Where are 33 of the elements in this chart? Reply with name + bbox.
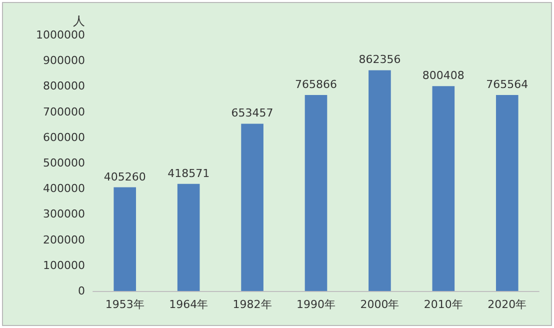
bar bbox=[368, 70, 391, 291]
y-tick-label: 200000 bbox=[43, 233, 85, 246]
data-label: 405260 bbox=[104, 170, 146, 184]
data-label: 653457 bbox=[231, 106, 274, 120]
x-tick-label: 1982年 bbox=[232, 298, 272, 311]
bar bbox=[304, 94, 328, 291]
data-label: 800408 bbox=[422, 69, 464, 82]
bar bbox=[432, 86, 455, 291]
x-tick-label: 1990年 bbox=[296, 298, 336, 311]
data-label: 765564 bbox=[486, 78, 528, 92]
x-tick-label: 1953年 bbox=[105, 298, 144, 311]
y-tick-label: 500000 bbox=[43, 156, 85, 170]
y-tick-label: 700000 bbox=[43, 105, 85, 118]
bar bbox=[114, 187, 136, 291]
y-tick-label: 800000 bbox=[43, 80, 85, 93]
x-tick-label: 2020年 bbox=[488, 298, 527, 311]
y-tick-label: 1000000 bbox=[36, 28, 85, 42]
bar bbox=[241, 124, 264, 291]
y-tick-label: 300000 bbox=[43, 208, 85, 221]
x-tick-label: 1964年 bbox=[169, 298, 208, 311]
y-tick-label: 900000 bbox=[43, 54, 85, 68]
y-tick-label: 100000 bbox=[43, 258, 85, 272]
y-tick-label: 600000 bbox=[43, 130, 85, 144]
bar bbox=[496, 95, 518, 291]
x-tick-label: 2010年 bbox=[424, 298, 463, 311]
data-label: 862356 bbox=[358, 53, 401, 66]
bar bbox=[177, 184, 200, 291]
y-tick-label: 400000 bbox=[43, 182, 85, 196]
x-tick-label: 2000年 bbox=[360, 298, 400, 311]
y-axis-title: 人 bbox=[73, 14, 85, 28]
data-label: 418571 bbox=[168, 166, 210, 180]
data-label: 765866 bbox=[295, 78, 337, 91]
y-tick-label: 0 bbox=[78, 284, 85, 298]
